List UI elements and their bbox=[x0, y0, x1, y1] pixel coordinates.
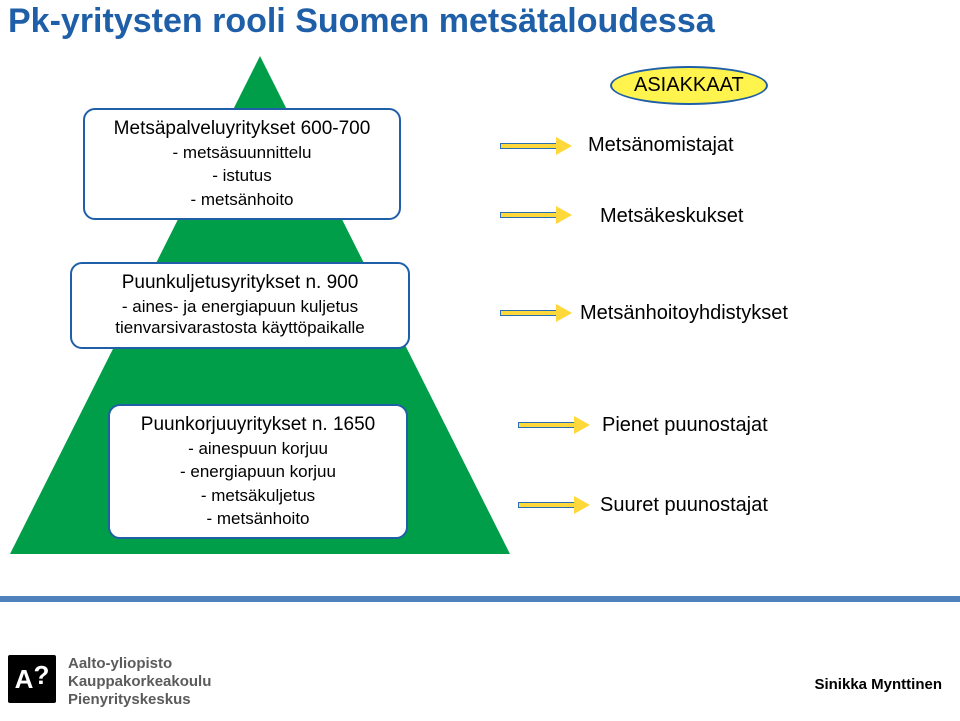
logo-line1: Aalto-yliopisto bbox=[68, 655, 211, 673]
callout-metsapalvelu: Metsäpalveluyritykset 600-700 - metsäsuu… bbox=[83, 108, 401, 220]
callout-bot-sub2: - energiapuun korjuu bbox=[120, 461, 396, 482]
divider-bar bbox=[0, 596, 960, 602]
asiakkaat-badge: ASIAKKAAT bbox=[610, 66, 768, 105]
callout-mid-sub1: - aines- ja energiapuun kuljetus tienvar… bbox=[82, 296, 398, 339]
label-pienet-puunostajat: Pienet puunostajat bbox=[602, 414, 768, 437]
asiakkaat-text: ASIAKKAAT bbox=[634, 74, 744, 96]
logo-line2: Kauppakorkeakoulu bbox=[68, 673, 211, 691]
slide-title-text: Pk-yritysten rooli Suomen metsätaloudess… bbox=[8, 2, 715, 40]
aalto-logo-block: A? Aalto-yliopisto Kauppakorkeakoulu Pie… bbox=[8, 655, 211, 709]
callout-top-sub3: - metsänhoito bbox=[95, 189, 389, 210]
logo-line3: Pienyrityskeskus bbox=[68, 691, 211, 709]
aalto-logo-mark: A? bbox=[8, 655, 56, 703]
callout-bot-sub4: - metsänhoito bbox=[120, 508, 396, 529]
callout-top-sub1: - metsäsuunnittelu bbox=[95, 142, 389, 163]
callout-puunkuljetus: Puunkuljetusyritykset n. 900 - aines- ja… bbox=[70, 262, 410, 349]
callout-bot-head: Puunkorjuuyritykset n. 1650 bbox=[120, 414, 396, 436]
label-metsanomistajat: Metsänomistajat bbox=[588, 134, 734, 157]
label-metsakeskukset: Metsäkeskukset bbox=[600, 205, 743, 228]
callout-bot-sub3: - metsäkuljetus bbox=[120, 485, 396, 506]
label-suuret-puunostajat: Suuret puunostajat bbox=[600, 494, 768, 517]
callout-mid-head: Puunkuljetusyritykset n. 900 bbox=[82, 272, 398, 294]
callout-bot-sub1: - ainespuun korjuu bbox=[120, 438, 396, 459]
aalto-logo-text: Aalto-yliopisto Kauppakorkeakoulu Pienyr… bbox=[68, 655, 211, 709]
slide-title: Pk-yritysten rooli Suomen metsätaloudess… bbox=[8, 2, 715, 41]
slide: Pk-yritysten rooli Suomen metsätaloudess… bbox=[0, 0, 960, 721]
callout-top-sub2: - istutus bbox=[95, 165, 389, 186]
label-metsanhoitoyhdistykset: Metsänhoitoyhdistykset bbox=[580, 302, 788, 325]
callout-puunkorjuu: Puunkorjuuyritykset n. 1650 - ainespuun … bbox=[108, 404, 408, 539]
author-name: Sinikka Mynttinen bbox=[814, 676, 942, 693]
callout-top-head: Metsäpalveluyritykset 600-700 bbox=[95, 118, 389, 140]
